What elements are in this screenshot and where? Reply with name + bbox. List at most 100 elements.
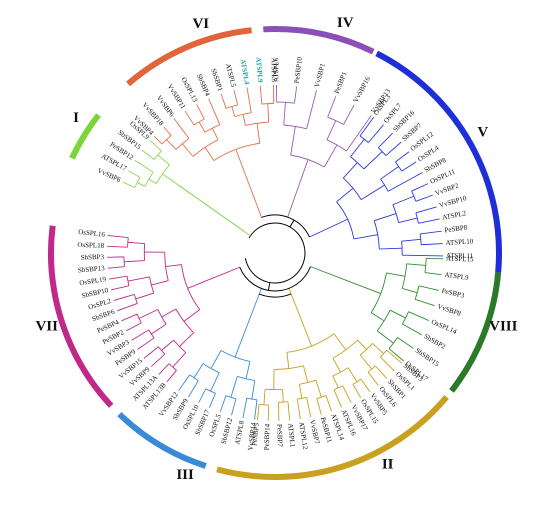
backbone-stem <box>289 219 295 228</box>
leaf-branch <box>296 399 301 420</box>
leaf-branch <box>420 230 442 235</box>
leaf-label: PeSBP1 <box>333 70 349 95</box>
clade-branch <box>193 363 204 379</box>
leaf-label: SbSBP1 <box>209 67 224 92</box>
clade-v <box>309 116 443 257</box>
leaf-branch <box>267 405 270 421</box>
leaf-label: ATSPL6 <box>272 57 280 82</box>
clade-arc <box>350 156 365 170</box>
leaf-branch <box>231 398 237 416</box>
clade-branch <box>370 312 385 322</box>
leaf-branch <box>163 126 172 136</box>
clade-arc <box>175 308 194 333</box>
clade-branch <box>151 323 167 335</box>
leaf-label: ATSPL2 <box>442 209 468 222</box>
leaf-branch <box>208 393 216 408</box>
leaf-branch <box>246 87 252 113</box>
leaf-branch <box>387 172 423 192</box>
leaf-branch <box>173 118 190 139</box>
leaf-branch <box>158 363 170 375</box>
leaf-branch <box>424 272 442 276</box>
backbone-stem <box>267 282 271 291</box>
clade-branch <box>172 352 187 368</box>
leaf-branch <box>343 104 355 125</box>
leaf-branch <box>395 151 410 163</box>
clade-branch <box>230 376 238 398</box>
clade-branch <box>392 195 415 206</box>
group-label-vii: VII <box>35 319 58 335</box>
backbone-arc <box>261 214 310 238</box>
leaf-branch <box>418 218 440 224</box>
leaf-branch <box>426 257 443 260</box>
leaf-label: VvSBP10 <box>438 194 468 210</box>
clade-branch <box>127 276 150 282</box>
group-arcs <box>48 26 502 480</box>
leaf-branch <box>188 380 199 398</box>
clade-branch <box>187 280 206 289</box>
clade-arc <box>392 204 400 223</box>
clade-branch <box>179 332 194 347</box>
leaf-label: PeSBP10 <box>293 56 304 84</box>
clade-branch <box>251 380 256 400</box>
clade-arc <box>157 309 167 325</box>
leaf-branch <box>256 404 260 421</box>
leaf-branch <box>259 85 263 105</box>
leaf-branch <box>352 384 362 398</box>
clade-branch <box>353 234 378 240</box>
clade-branch <box>181 143 194 157</box>
clade-arc <box>376 309 391 332</box>
clade-branch <box>342 162 358 179</box>
clade-viii <box>310 257 443 362</box>
backbone-arc <box>239 266 311 292</box>
clade-arc <box>237 376 255 381</box>
leaf-branch <box>401 161 417 172</box>
clade-branch <box>406 263 426 266</box>
group-stem <box>288 288 305 328</box>
leaf-label: SbSBP3 <box>81 253 105 262</box>
leaf-branch <box>166 370 177 382</box>
group-stem <box>205 266 240 282</box>
leaf-branch <box>150 353 166 367</box>
clade-branch <box>210 350 222 369</box>
clade-branch <box>332 357 341 373</box>
clade-branch <box>315 380 322 398</box>
leaf-branch <box>402 254 443 257</box>
clade-arc <box>273 365 304 370</box>
leaf-branch <box>137 337 155 350</box>
leaf-branch <box>153 135 163 145</box>
clade-arc <box>380 178 389 192</box>
clade-branch <box>234 341 242 358</box>
leaf-branch <box>107 234 129 239</box>
leaf-label: VvSBP1 <box>313 62 327 88</box>
leaf-branch <box>375 365 388 379</box>
leaf-label: ATSPL4 <box>239 58 251 85</box>
clade-branch <box>303 365 309 383</box>
leaf-label: SbSBP4 <box>195 73 212 98</box>
clade-branch <box>151 280 169 286</box>
leaf-branch <box>122 181 135 189</box>
group-stem <box>240 288 262 342</box>
clade-arc <box>155 164 170 184</box>
leaf-branch <box>143 346 159 359</box>
tree-branches <box>107 85 443 421</box>
clade-branch <box>359 354 373 370</box>
leaf-label: ATSPL1 <box>286 423 296 448</box>
clade-arc <box>261 103 274 105</box>
leaf-branch <box>306 90 317 129</box>
leaf-branch <box>196 104 205 120</box>
clade-branch <box>161 308 177 318</box>
clade-branch <box>148 178 157 185</box>
leaf-label: PeSBP7 <box>275 424 284 448</box>
leaf-branch <box>107 245 128 248</box>
clade-branch <box>210 372 220 392</box>
leaf-branch <box>178 374 190 391</box>
leaf-label: SbSBP12 <box>220 417 235 445</box>
leaf-branch <box>415 194 433 202</box>
clade-branch <box>298 384 303 399</box>
clade-branch <box>135 292 154 300</box>
clade-branch <box>401 238 421 242</box>
leaf-branch <box>327 96 337 118</box>
clade-arc <box>352 378 362 385</box>
group-arc-vi <box>126 27 252 87</box>
clade-branch <box>235 149 242 165</box>
